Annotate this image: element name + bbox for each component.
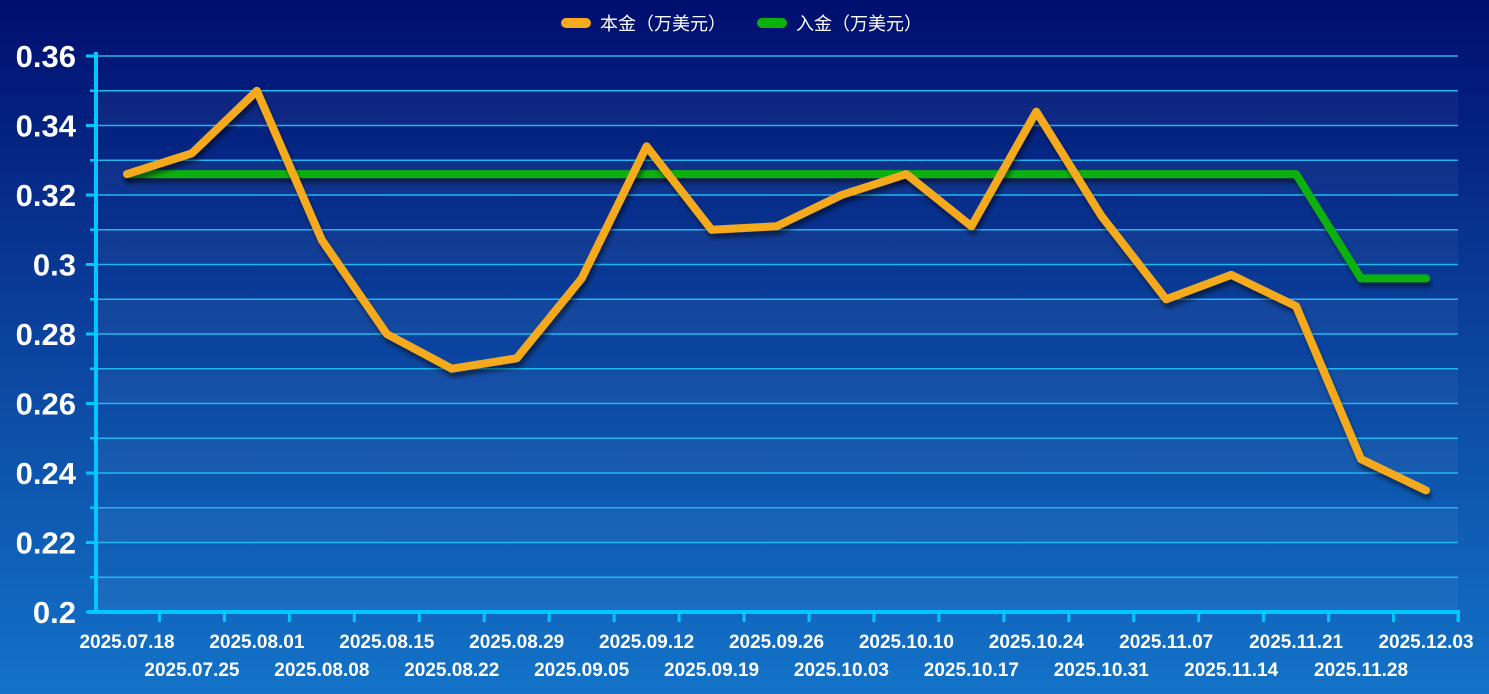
x-tick-label: 2025.11.28	[1314, 660, 1408, 681]
plot-band	[96, 299, 1458, 334]
x-tick-label: 2025.09.12	[599, 632, 694, 653]
x-tick-label: 2025.10.10	[859, 632, 954, 653]
legend-label: 入金（万美元）	[796, 14, 922, 35]
y-tick-label: 0.28	[16, 317, 76, 352]
x-tick-labels: 2025.07.18 2025.07.25 2025.08.01 2025.08.08…	[79, 632, 1473, 681]
y-tick-label: 0.34	[16, 109, 77, 144]
y-tick-label: 0.2	[33, 595, 76, 630]
x-tick-label: 2025.09.26	[729, 632, 824, 653]
x-tick-label: 2025.08.29	[469, 632, 564, 653]
x-tick-label: 2025.09.05	[534, 660, 630, 681]
x-tick-label: 2025.08.22	[404, 660, 499, 681]
y-tick-label: 0.24	[16, 456, 77, 491]
legend: 本金（万美元） 入金（万美元）	[561, 14, 922, 35]
x-tick-label: 2025.07.18	[79, 632, 174, 653]
x-tick-label: 2025.07.25	[144, 660, 240, 681]
x-tick-label: 2025.08.01	[209, 632, 305, 653]
plot-band	[96, 229, 1458, 265]
x-tick-label: 2025.10.17	[924, 660, 1019, 681]
y-tick-label: 0.36	[16, 39, 76, 74]
y-tick-labels: 0.2 0.22 0.24 0.26 0.28 0.3 0.32 0.34 0.36	[16, 39, 77, 630]
plot-band	[96, 438, 1458, 473]
x-tick-label: 2025.08.08	[274, 660, 369, 681]
axes	[86, 52, 1460, 622]
plot-band	[96, 507, 1458, 543]
y-tick-label: 0.3	[33, 248, 76, 283]
plot-bands	[96, 90, 1458, 612]
y-tick-label: 0.32	[16, 178, 76, 213]
legend-label: 本金（万美元）	[600, 14, 726, 35]
x-tick-label: 2025.11.14	[1184, 660, 1278, 681]
plot-band	[96, 368, 1458, 404]
x-tick-label: 2025.12.03	[1378, 632, 1473, 653]
y-tick-label: 0.22	[16, 526, 76, 561]
x-tick-label: 2025.11.07	[1119, 632, 1213, 653]
x-tick-label: 2025.11.21	[1249, 632, 1343, 653]
x-tick-label: 2025.10.03	[794, 660, 889, 681]
x-tick-label: 2025.10.24	[989, 632, 1085, 653]
y-tick-label: 0.26	[16, 387, 76, 422]
x-tick-label: 2025.08.15	[339, 632, 435, 653]
x-tick-label: 2025.09.19	[664, 660, 759, 681]
x-tick-label: 2025.10.31	[1054, 660, 1150, 681]
plot-band	[96, 90, 1458, 126]
series-line-principal	[123, 86, 1430, 495]
plot-band	[96, 577, 1458, 612]
series-line-deposit	[123, 170, 1430, 283]
series-lines	[123, 86, 1430, 495]
